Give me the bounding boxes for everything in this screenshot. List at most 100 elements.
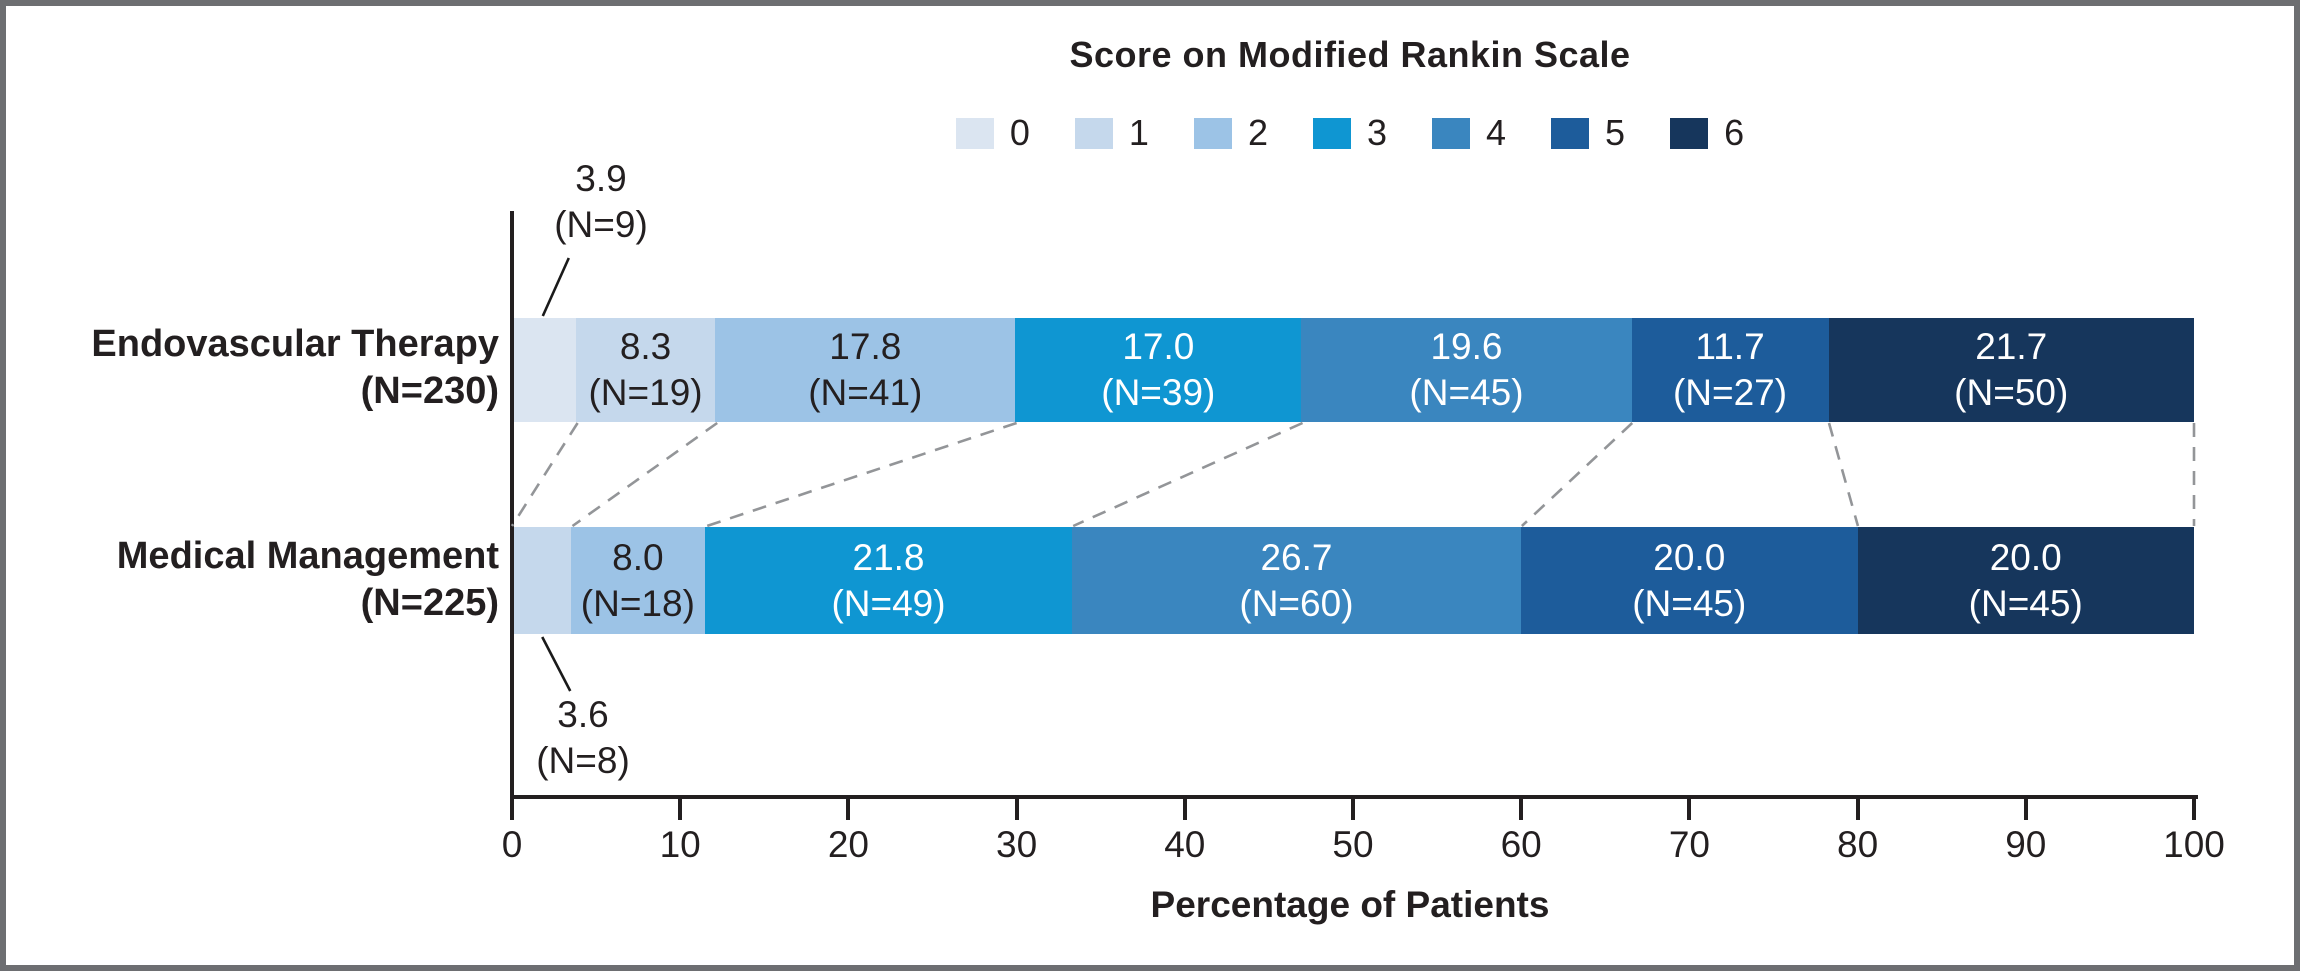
legend-title: Score on Modified Rankin Scale [1069, 34, 1631, 75]
legend-swatch [1193, 117, 1232, 149]
x-axis-tick-label: 30 [996, 824, 1038, 865]
bar-segment-mrs-4: 19.6 (N=45) [1301, 318, 1632, 422]
connector-line-mrs-1 [571, 421, 718, 528]
callout-medical-mrs1: 3.6 (N=8) [473, 692, 693, 784]
bar-segment-mrs-4: 26.7 (N=60) [1071, 527, 1522, 634]
bar-segment-mrs-3: 17.0 (N=39) [1015, 318, 1302, 422]
connector-line-mrs-2 [706, 421, 1018, 528]
x-axis-tick-label: 90 [2005, 824, 2047, 865]
bar-medical: 8.0 (N=18) 21.8 (N=49) 26.7 (N=60) 20.0 (N=45) 2… [510, 527, 2194, 634]
legend-label: 0 [1009, 112, 1030, 153]
x-axis-tick [2023, 799, 2028, 820]
segment-n: (N=45) [1632, 582, 1747, 624]
x-axis-tick [1687, 799, 1692, 820]
segment-value: 21.7 [1975, 326, 2048, 367]
legend-item-mrs-3: 3 [1312, 112, 1388, 154]
segment-value: 19.6 [1430, 326, 1503, 367]
group-n: (N=230) [360, 370, 499, 412]
bar-segment-mrs-0 [510, 318, 576, 422]
segment-value: 17.0 [1122, 326, 1195, 367]
group-name: Endovascular Therapy [91, 323, 499, 365]
legend-label: 5 [1605, 112, 1626, 153]
x-axis-tick [846, 799, 851, 820]
x-axis-tick-label: 100 [2163, 824, 2225, 865]
bar-segment-mrs-5: 11.7 (N=27) [1631, 318, 1829, 422]
connector-line-mrs-4 [1520, 422, 1634, 527]
legend: 0 1 2 3 4 5 6 [511, 112, 2189, 154]
bar-segment-mrs-1: 8.3 (N=19) [575, 318, 716, 422]
legend-swatch [1551, 117, 1590, 149]
group-label-medical: Medical Management (N=225) [66, 533, 499, 627]
x-axis-tick [1855, 799, 1860, 820]
segment-n: (N=45) [1409, 372, 1524, 413]
legend-item-mrs-0: 0 [955, 112, 1030, 154]
group-name: Medical Management [116, 535, 499, 577]
segment-value: 8.3 [619, 326, 672, 367]
bar-segment-mrs-2: 8.0 (N=18) [570, 527, 706, 634]
connector-line-mrs-0 [510, 422, 579, 527]
bar-segment-mrs-1 [510, 527, 571, 634]
x-axis-tick [510, 799, 514, 820]
leader-line-medical-mrs1 [541, 636, 572, 692]
bar-segment-mrs-5: 20.0 (N=45) [1521, 527, 1858, 634]
bar-segment-mrs-2: 17.8 (N=41) [715, 318, 1016, 422]
x-axis-tick [1519, 799, 1524, 820]
x-axis-tick-label: 10 [659, 824, 701, 865]
group-n: (N=225) [360, 582, 499, 624]
x-axis-tick [1014, 799, 1019, 820]
x-axis-tick-label: 70 [1668, 824, 1710, 865]
legend-label: 3 [1366, 112, 1388, 153]
legend-swatch [1432, 117, 1471, 149]
x-axis-tick-label: 20 [827, 824, 869, 865]
leader-line-endovascular-mrs0 [541, 257, 570, 317]
x-axis-tick-label: 50 [1332, 824, 1374, 865]
segment-n: (N=39) [1101, 372, 1216, 413]
legend-item-mrs-4: 4 [1432, 112, 1506, 154]
legend-swatch [1074, 117, 1113, 149]
x-axis-tick [1351, 799, 1355, 820]
segment-n: (N=60) [1239, 582, 1354, 624]
callout-value: 3.6 [557, 694, 609, 735]
legend-label: 6 [1724, 112, 1745, 153]
x-axis-tick [2192, 799, 2196, 820]
legend-item-mrs-5: 5 [1551, 112, 1625, 154]
segment-n: (N=19) [588, 372, 703, 413]
callout-value: 3.9 [575, 158, 627, 199]
segment-n: (N=50) [1954, 372, 2069, 413]
y-axis-line [510, 211, 514, 799]
x-axis-tick-label: 60 [1500, 824, 1542, 865]
legend-item-mrs-2: 2 [1193, 112, 1268, 154]
bar-segment-mrs-6: 20.0 (N=45) [1857, 527, 2194, 634]
legend-swatch [1312, 117, 1351, 149]
callout-n: (N=9) [554, 204, 648, 245]
segment-value: 26.7 [1260, 536, 1333, 578]
legend-label: 1 [1128, 112, 1149, 153]
x-axis-tick-label: 80 [1837, 824, 1879, 865]
callout-endovascular-mrs0: 3.9 (N=9) [491, 156, 711, 248]
x-axis-title: Percentage of Patients [1150, 884, 1550, 925]
bar-segment-mrs-6: 21.7 (N=50) [1828, 318, 2194, 422]
segment-n: (N=27) [1672, 372, 1788, 413]
x-axis-tick-label: 40 [1164, 824, 1206, 865]
bar-endovascular: 8.3 (N=19) 17.8 (N=41) 17.0 (N=39) 19.6 (N=45) 1… [510, 318, 2194, 422]
callout-n: (N=8) [536, 740, 630, 781]
x-axis-tick-label: 0 [501, 824, 523, 865]
legend-swatch [955, 117, 994, 149]
legend-item-mrs-6: 6 [1670, 112, 1744, 154]
segment-n: (N=45) [1968, 582, 2083, 624]
legend-label: 2 [1247, 112, 1268, 153]
segment-n: (N=41) [808, 372, 923, 413]
x-axis-line [510, 795, 2198, 799]
x-axis-tick [678, 799, 683, 820]
legend-item-mrs-1: 1 [1074, 112, 1149, 154]
group-label-endovascular: Endovascular Therapy (N=230) [66, 321, 499, 415]
connector-line-mrs-5 [1827, 422, 1860, 527]
connector-line-mrs-3 [1072, 421, 1304, 528]
x-axis-tick [1182, 799, 1187, 820]
segment-value: 20.0 [1989, 536, 2062, 578]
bar-segment-mrs-3: 21.8 (N=49) [705, 527, 1072, 634]
segment-value: 17.8 [829, 326, 902, 367]
segment-value: 21.8 [852, 536, 925, 578]
segment-n: (N=18) [580, 582, 695, 624]
